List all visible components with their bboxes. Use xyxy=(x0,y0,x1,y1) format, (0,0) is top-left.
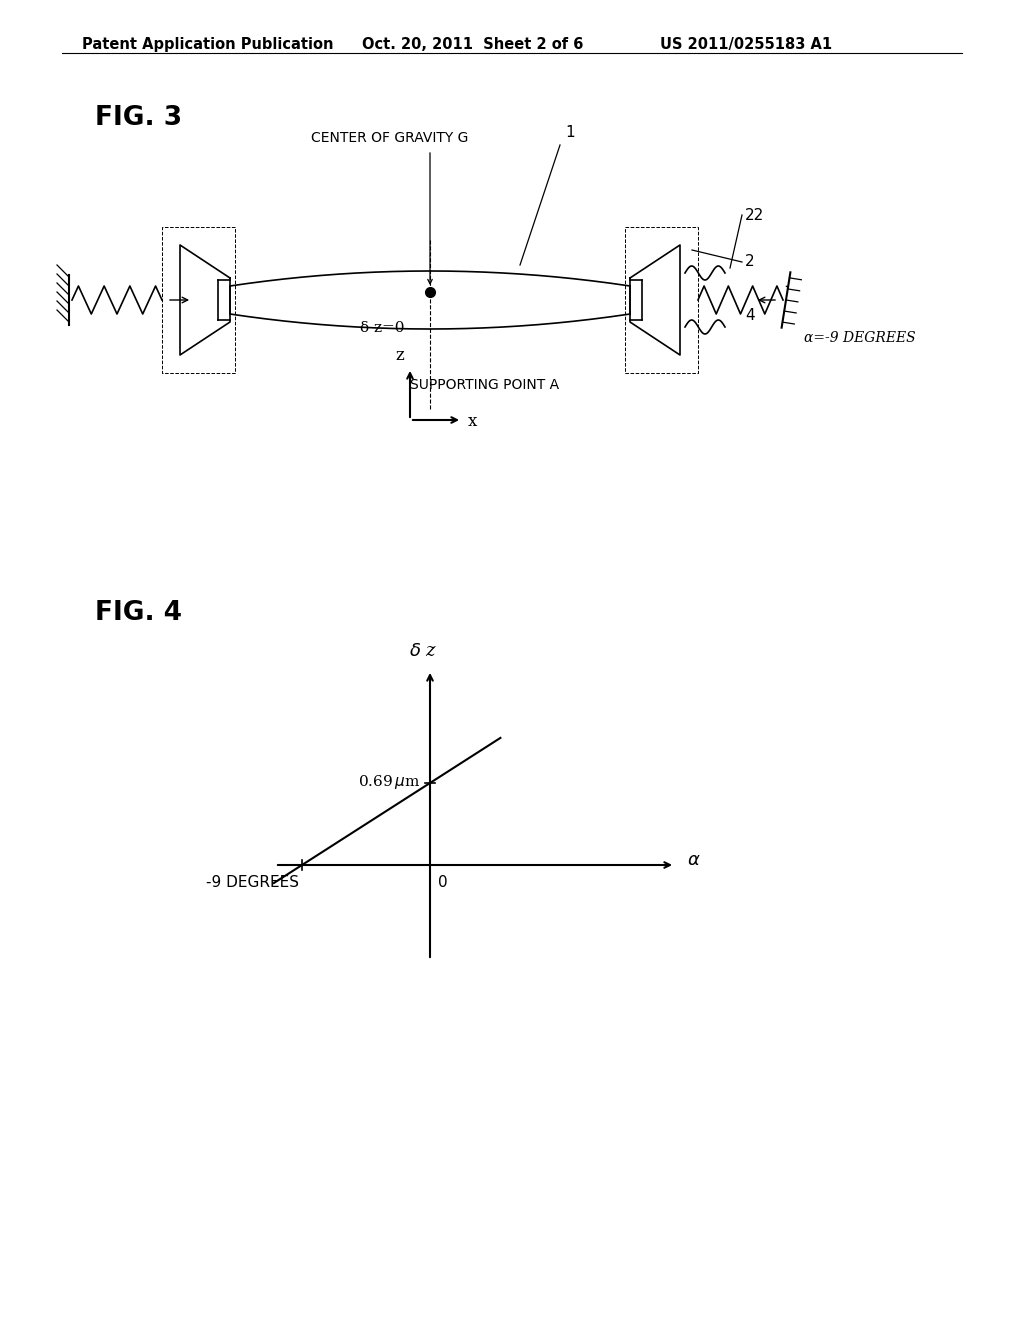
Text: z: z xyxy=(395,347,404,364)
Text: α=-9 DEGREES: α=-9 DEGREES xyxy=(804,331,915,345)
Text: FIG. 4: FIG. 4 xyxy=(95,601,182,626)
Text: 2: 2 xyxy=(745,255,755,269)
Text: Patent Application Publication: Patent Application Publication xyxy=(82,37,334,51)
Text: FIG. 3: FIG. 3 xyxy=(95,106,182,131)
Text: $\alpha$: $\alpha$ xyxy=(687,851,700,869)
Text: CENTER OF GRAVITY G: CENTER OF GRAVITY G xyxy=(311,131,469,145)
Text: Oct. 20, 2011  Sheet 2 of 6: Oct. 20, 2011 Sheet 2 of 6 xyxy=(362,37,584,51)
Text: US 2011/0255183 A1: US 2011/0255183 A1 xyxy=(660,37,833,51)
Text: 4: 4 xyxy=(745,308,755,322)
Text: -9 DEGREES: -9 DEGREES xyxy=(206,875,299,890)
Text: $\delta$ z: $\delta$ z xyxy=(409,642,437,660)
Text: 0.69$\,\mu$m: 0.69$\,\mu$m xyxy=(357,774,420,791)
Text: δ z=0: δ z=0 xyxy=(360,321,404,335)
Text: SUPPORTING POINT A: SUPPORTING POINT A xyxy=(410,378,559,392)
Text: x: x xyxy=(468,413,477,430)
Text: 0: 0 xyxy=(438,875,447,890)
Text: 22: 22 xyxy=(745,207,764,223)
Text: 1: 1 xyxy=(565,125,574,140)
